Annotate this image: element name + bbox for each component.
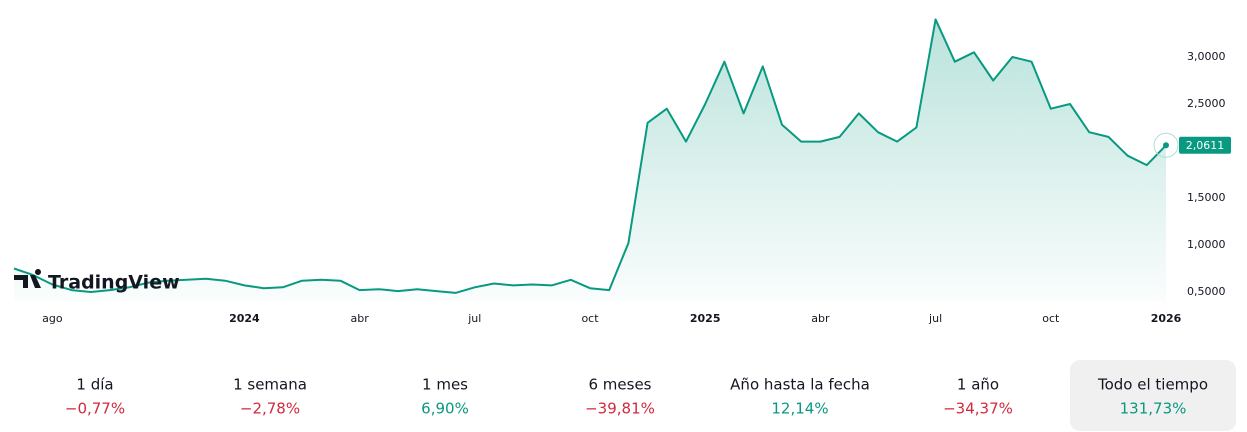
price-label: 2,0611: [1186, 139, 1225, 152]
period-value[interactable]: −2,78%: [240, 400, 300, 418]
x-tick-label: 2026: [1151, 312, 1182, 325]
y-tick-label: 2,5000: [1187, 97, 1226, 110]
y-tick-label: 1,0000: [1187, 238, 1226, 251]
y-tick-label: 0,5000: [1187, 285, 1226, 298]
period-label[interactable]: 6 meses: [588, 376, 651, 394]
period-label[interactable]: 1 año: [957, 376, 999, 394]
x-tick-label: oct: [581, 312, 599, 325]
logo-text: TradingView: [48, 272, 180, 294]
period-value[interactable]: −0,77%: [65, 400, 125, 418]
x-tick-label: ago: [42, 312, 63, 325]
period-label[interactable]: 1 mes: [422, 376, 468, 394]
period-value[interactable]: −39,81%: [585, 400, 655, 418]
logo: TradingView: [14, 269, 180, 294]
period-value[interactable]: 131,73%: [1120, 400, 1187, 418]
last-point-halo: [1153, 132, 1179, 158]
logo-icon: [14, 269, 42, 288]
price-label-bg: [1179, 136, 1231, 154]
period-label[interactable]: 1 día: [76, 376, 113, 394]
y-tick-label: 3,0000: [1187, 50, 1226, 63]
period-value[interactable]: 12,14%: [771, 400, 828, 418]
price-line: [13, 18, 1167, 294]
period-value[interactable]: −34,37%: [943, 400, 1013, 418]
period-label[interactable]: Todo el tiempo: [1097, 376, 1208, 394]
x-tick-label: 2024: [229, 312, 260, 325]
x-tick-label: jul: [928, 312, 942, 325]
last-point: [1163, 142, 1169, 149]
periods: 1 día −0,77% 1 semana −2,78% 1 mes 6,90% 6 mes…: [65, 360, 1236, 431]
x-tick-label: 2025: [690, 312, 721, 325]
x-tick-label: oct: [1042, 312, 1060, 325]
area-fill: [14, 19, 1166, 302]
period-label[interactable]: Año hasta la fecha: [730, 376, 870, 394]
chart: 0,5000 1,0000 1,5000 2,5000 3,0000 ago 2024 abr…: [13, 18, 1231, 325]
x-tick-label: jul: [467, 312, 481, 325]
period-selected-bg[interactable]: [1070, 360, 1236, 431]
x-tick-label: abr: [811, 312, 830, 325]
y-tick-label: 1,5000: [1187, 191, 1226, 204]
period-label[interactable]: 1 semana: [233, 376, 307, 394]
x-tick-label: abr: [350, 312, 369, 325]
period-value[interactable]: 6,90%: [421, 400, 469, 418]
